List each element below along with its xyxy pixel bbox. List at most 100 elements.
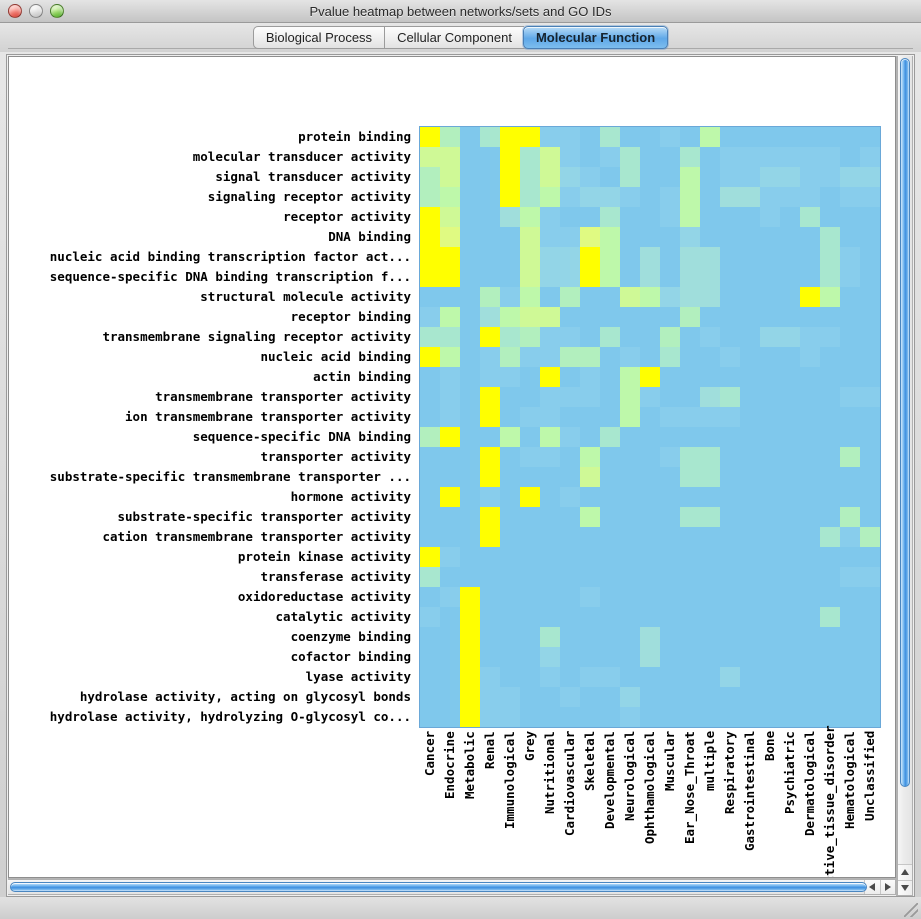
heatmap-cell[interactable]	[480, 387, 500, 407]
heatmap-cell[interactable]	[520, 707, 540, 727]
heatmap-cell[interactable]	[640, 327, 660, 347]
heatmap-cell[interactable]	[480, 367, 500, 387]
heatmap-cell[interactable]	[780, 687, 800, 707]
heatmap-cell[interactable]	[620, 607, 640, 627]
heatmap-cell[interactable]	[660, 407, 680, 427]
heatmap-cell[interactable]	[640, 667, 660, 687]
heatmap-cell[interactable]	[720, 207, 740, 227]
heatmap-cell[interactable]	[720, 167, 740, 187]
heatmap-cell[interactable]	[460, 627, 480, 647]
heatmap-cell[interactable]	[420, 147, 440, 167]
heatmap-cell[interactable]	[740, 387, 760, 407]
heatmap-cell[interactable]	[640, 167, 660, 187]
heatmap-cell[interactable]	[540, 427, 560, 447]
minimize-button[interactable]	[29, 4, 43, 18]
heatmap-cell[interactable]	[440, 327, 460, 347]
heatmap-cell[interactable]	[600, 567, 620, 587]
heatmap-cell[interactable]	[480, 127, 500, 147]
heatmap-cell[interactable]	[520, 267, 540, 287]
heatmap-cell[interactable]	[640, 147, 660, 167]
heatmap-cell[interactable]	[700, 667, 720, 687]
heatmap-cell[interactable]	[740, 627, 760, 647]
heatmap-cell[interactable]	[820, 567, 840, 587]
heatmap-cell[interactable]	[620, 187, 640, 207]
heatmap-cell[interactable]	[440, 227, 460, 247]
heatmap-cell[interactable]	[760, 227, 780, 247]
heatmap-cell[interactable]	[660, 307, 680, 327]
heatmap-cell[interactable]	[740, 207, 760, 227]
heatmap-cell[interactable]	[440, 307, 460, 327]
heatmap-cell[interactable]	[680, 707, 700, 727]
heatmap-cell[interactable]	[840, 347, 860, 367]
heatmap-cell[interactable]	[760, 247, 780, 267]
heatmap-cell[interactable]	[860, 387, 880, 407]
heatmap-cell[interactable]	[800, 207, 820, 227]
heatmap-cell[interactable]	[420, 227, 440, 247]
heatmap-cell[interactable]	[740, 327, 760, 347]
heatmap-cell[interactable]	[840, 667, 860, 687]
heatmap-cell[interactable]	[700, 147, 720, 167]
heatmap-cell[interactable]	[420, 607, 440, 627]
heatmap-cell[interactable]	[520, 367, 540, 387]
heatmap-cell[interactable]	[860, 227, 880, 247]
heatmap-cell[interactable]	[760, 207, 780, 227]
heatmap-cell[interactable]	[460, 547, 480, 567]
heatmap-cell[interactable]	[560, 187, 580, 207]
heatmap-cell[interactable]	[500, 567, 520, 587]
heatmap-cell[interactable]	[600, 327, 620, 347]
heatmap-cell[interactable]	[780, 207, 800, 227]
heatmap-cell[interactable]	[720, 147, 740, 167]
heatmap-cell[interactable]	[480, 247, 500, 267]
heatmap-cell[interactable]	[500, 287, 520, 307]
heatmap-cell[interactable]	[420, 407, 440, 427]
heatmap-cell[interactable]	[740, 287, 760, 307]
heatmap-cell[interactable]	[620, 547, 640, 567]
heatmap-cell[interactable]	[420, 467, 440, 487]
heatmap-cell[interactable]	[620, 327, 640, 347]
heatmap-cell[interactable]	[500, 327, 520, 347]
heatmap-cell[interactable]	[800, 307, 820, 327]
heatmap-cell[interactable]	[760, 687, 780, 707]
heatmap-cell[interactable]	[600, 207, 620, 227]
heatmap-cell[interactable]	[540, 507, 560, 527]
heatmap-cell[interactable]	[740, 467, 760, 487]
heatmap-cell[interactable]	[420, 567, 440, 587]
heatmap-cell[interactable]	[700, 167, 720, 187]
heatmap-cell[interactable]	[700, 647, 720, 667]
heatmap-cell[interactable]	[460, 367, 480, 387]
heatmap-viewport[interactable]: protein binding molecular transducer acti…	[8, 56, 896, 878]
heatmap-cell[interactable]	[840, 687, 860, 707]
heatmap-cell[interactable]	[660, 427, 680, 447]
heatmap-cell[interactable]	[580, 387, 600, 407]
heatmap-cell[interactable]	[860, 447, 880, 467]
heatmap-cell[interactable]	[840, 427, 860, 447]
heatmap-cell[interactable]	[720, 667, 740, 687]
heatmap-cell[interactable]	[600, 647, 620, 667]
heatmap-cell[interactable]	[760, 387, 780, 407]
heatmap-cell[interactable]	[840, 547, 860, 567]
heatmap-cell[interactable]	[680, 587, 700, 607]
heatmap-cell[interactable]	[860, 687, 880, 707]
heatmap-cell[interactable]	[760, 167, 780, 187]
heatmap-cell[interactable]	[500, 307, 520, 327]
heatmap-cell[interactable]	[500, 687, 520, 707]
heatmap-cell[interactable]	[680, 247, 700, 267]
heatmap-cell[interactable]	[800, 427, 820, 447]
heatmap-cell[interactable]	[760, 507, 780, 527]
heatmap-cell[interactable]	[420, 667, 440, 687]
heatmap-cell[interactable]	[540, 307, 560, 327]
heatmap-cell[interactable]	[820, 467, 840, 487]
heatmap-cell[interactable]	[820, 447, 840, 467]
heatmap-cell[interactable]	[780, 407, 800, 427]
heatmap-cell[interactable]	[820, 367, 840, 387]
heatmap-cell[interactable]	[440, 147, 460, 167]
heatmap-cell[interactable]	[560, 247, 580, 267]
heatmap-cell[interactable]	[680, 127, 700, 147]
heatmap-cell[interactable]	[760, 287, 780, 307]
heatmap-cell[interactable]	[660, 207, 680, 227]
heatmap-cell[interactable]	[540, 707, 560, 727]
heatmap-cell[interactable]	[520, 547, 540, 567]
heatmap-cell[interactable]	[860, 347, 880, 367]
heatmap-cell[interactable]	[820, 487, 840, 507]
heatmap-cell[interactable]	[560, 367, 580, 387]
